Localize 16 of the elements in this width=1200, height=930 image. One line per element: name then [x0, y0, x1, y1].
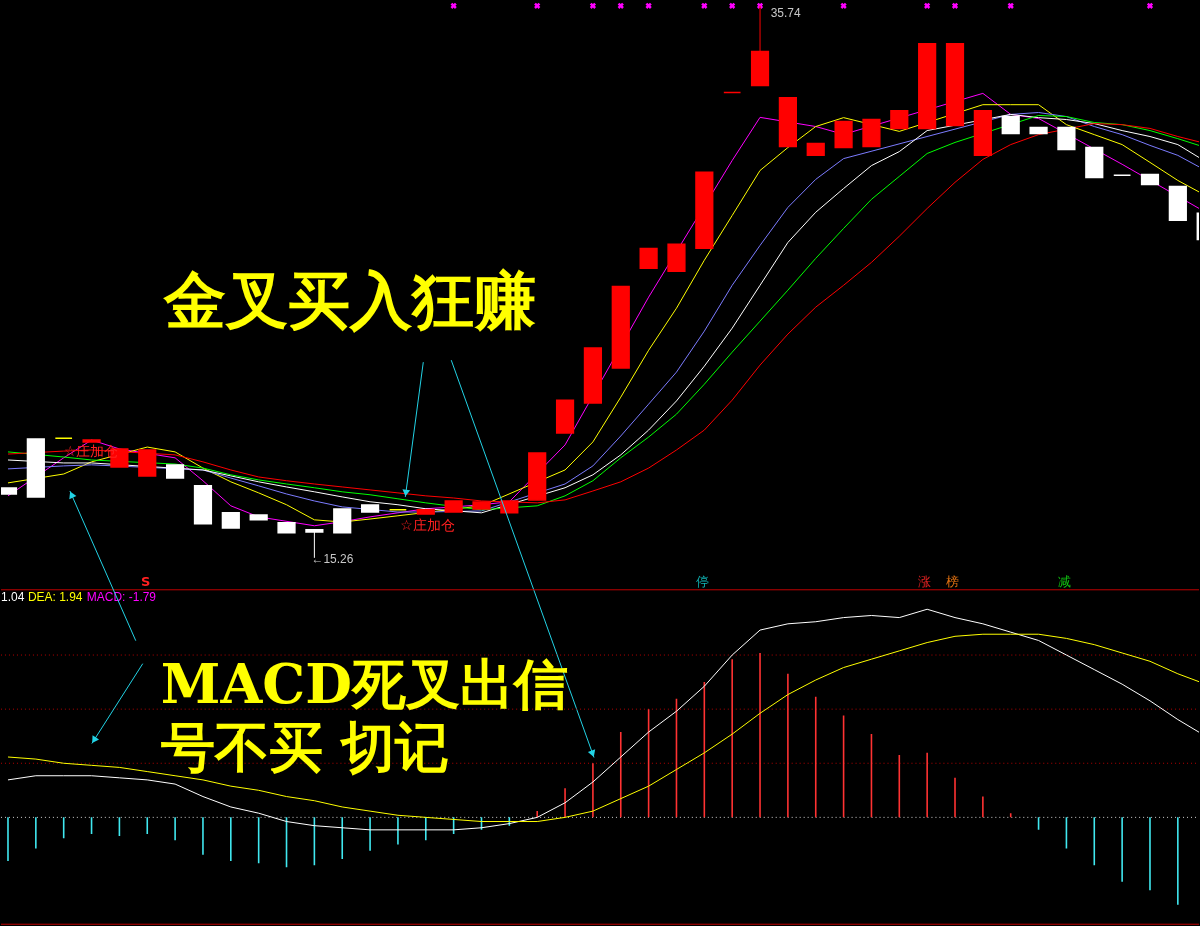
annotation: MACD死叉出信号不买 切记	[160, 651, 568, 780]
candlestick	[639, 247, 658, 270]
candlestick	[333, 508, 352, 534]
text: S	[141, 573, 151, 589]
text: DEA: 1.94	[27, 589, 83, 604]
text: 减	[1057, 573, 1071, 589]
annotation: ←15.26	[311, 551, 354, 566]
text: 停	[696, 573, 710, 589]
candlestick	[1057, 126, 1076, 151]
text: 1.04	[1, 589, 25, 604]
text: 涨	[917, 573, 931, 589]
annotation: 金叉买入狂赚	[163, 264, 537, 338]
annotation: 35.74	[770, 5, 802, 20]
annotation: ☆庄加仓	[400, 516, 455, 533]
text: 榜	[945, 573, 959, 589]
text: MACD: -1.79	[86, 589, 157, 604]
